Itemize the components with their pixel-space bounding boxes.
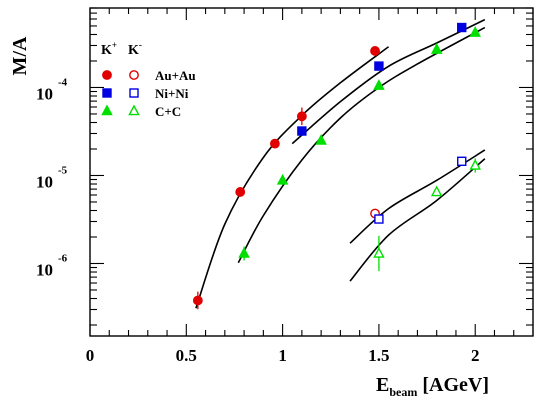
legend-label-au-au: Au+Au	[155, 68, 196, 83]
x-axis-title: Ebeam [AGeV]	[376, 374, 489, 399]
y-axis-title: M/A	[9, 36, 31, 75]
fit-k-minus-lower-curve	[349, 158, 486, 282]
legend-header-k-plus: K+	[101, 40, 117, 58]
ni-ni-k-plus-point	[297, 126, 307, 136]
x-axis-title-main: E	[376, 374, 389, 396]
legend-ni-ni-k-plus-marker	[102, 88, 112, 98]
legend-label-ni-ni: Ni+Ni	[155, 86, 189, 101]
ni-ni-k-plus-point	[457, 22, 467, 33]
ni-ni-k-minus-point	[374, 214, 384, 224]
axis-ticks	[89, 7, 534, 336]
c-c-k-minus-point	[373, 246, 385, 258]
ni-ni-k-minus-point	[457, 156, 467, 166]
au-au-k-plus-point	[296, 111, 307, 122]
c-c-k-plus-point	[238, 246, 250, 258]
y-tick-label-base: 10	[36, 172, 53, 191]
c-c-k-plus-point	[430, 43, 443, 54]
ni-ni-k-plus-point	[374, 61, 384, 71]
plot-frame	[89, 7, 534, 337]
y-tick-label-base: 10	[36, 84, 53, 103]
legend-header-k-minus: K-	[128, 40, 142, 58]
fit-c-c-curve	[237, 26, 486, 264]
x-tick-label: 1	[278, 346, 287, 365]
legend-c-c-k-plus-marker	[101, 104, 113, 116]
legend-au-au-k-plus-marker	[102, 70, 112, 80]
y-tick-labels: 10 -6 10 -5 10 -4	[36, 76, 68, 279]
fit-ni-ni-curve	[291, 18, 486, 145]
au-au-k-plus-point	[192, 295, 203, 306]
legend-ni-ni-k-minus-marker	[129, 88, 139, 98]
y-tick-label-exponent: -5	[58, 164, 68, 176]
legend-markers	[101, 70, 140, 116]
x-tick-label: 0.5	[176, 346, 197, 365]
x-tick-labels: 0 0.5 1 1.5 2	[86, 346, 480, 365]
legend-au-au-k-minus-marker	[129, 70, 139, 80]
data-points	[192, 22, 481, 310]
x-tick-label: 2	[471, 346, 480, 365]
au-au-k-plus-point	[235, 187, 246, 197]
x-tick-label: 1.5	[368, 346, 389, 365]
c-c-k-minus-point	[469, 158, 481, 170]
c-c-k-minus-point	[430, 185, 443, 197]
legend-label-c-c: C+C	[155, 104, 181, 119]
fit-curves	[195, 18, 486, 309]
legend: K+ K- Au+Au Ni+Ni C+C	[101, 40, 196, 119]
x-tick-label: 0	[86, 346, 95, 365]
legend-c-c-k-minus-marker	[128, 104, 140, 116]
x-axis-title-sub: beam	[389, 385, 417, 399]
c-c-k-plus-point	[315, 133, 327, 145]
y-tick-label-base: 10	[36, 260, 53, 279]
c-c-k-plus-point	[469, 26, 481, 37]
x-axis-title-unit: [AGeV]	[422, 374, 489, 396]
au-au-k-plus-point	[270, 138, 280, 149]
c-c-k-plus-point	[276, 173, 289, 185]
y-tick-label-exponent: -4	[58, 76, 68, 88]
au-au-k-plus-point	[370, 46, 380, 56]
c-c-k-plus-point	[373, 79, 385, 90]
y-tick-label-exponent: -6	[58, 252, 68, 264]
